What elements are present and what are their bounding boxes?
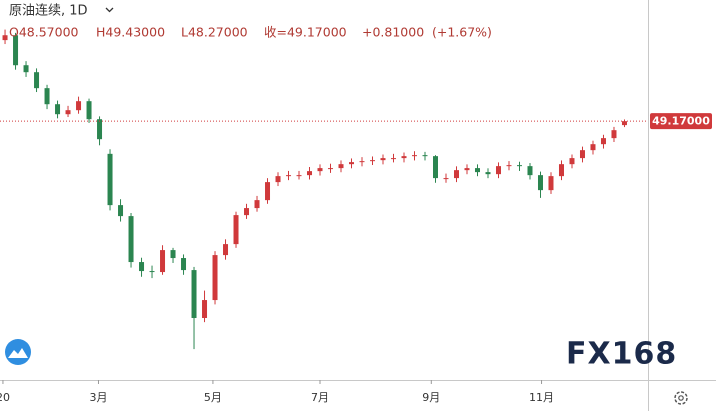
candle-body (422, 155, 428, 157)
candle-body (65, 110, 71, 115)
candle-body (233, 215, 239, 245)
candle-body (506, 165, 512, 167)
candle-body (590, 144, 596, 151)
candle-body (13, 35, 19, 66)
candle-body (349, 162, 355, 165)
candle-body (286, 175, 292, 177)
candle-body (569, 158, 575, 165)
candle-body (149, 271, 155, 273)
candle-body (453, 170, 459, 179)
candle-body (202, 300, 208, 319)
candle-body (485, 172, 491, 175)
candle-body (107, 153, 113, 206)
ohlc-change: +0.81000 (362, 25, 424, 40)
candle-body (464, 168, 470, 171)
candle-body (212, 255, 218, 301)
candle-body (296, 175, 302, 177)
candle-body (34, 72, 40, 89)
ohlc-high: H49.43000 (96, 25, 165, 40)
candle-body (328, 168, 334, 170)
ohlc-open: O48.57000 (9, 25, 79, 40)
x-tick-label: 7月 (311, 391, 329, 404)
candle-body (265, 182, 271, 201)
settings-icon[interactable] (674, 391, 688, 405)
candle-body (97, 119, 103, 140)
candle-body (317, 168, 323, 172)
candle-body (548, 176, 554, 191)
candle-body (338, 164, 344, 169)
candle-body (611, 130, 617, 139)
x-tick-label: 11月 (529, 391, 554, 404)
x-tick-label: 9月 (422, 391, 440, 404)
ohlc-close: 收=49.17000 (264, 25, 347, 40)
ohlc-change-pct: (+1.67%) (432, 25, 492, 40)
candle-body (516, 165, 522, 167)
candle-body (128, 216, 134, 263)
last-price-box (650, 113, 712, 130)
symbol-title[interactable]: 原油连续, 1D (9, 3, 88, 19)
candle-body (181, 258, 187, 271)
candle-body (254, 200, 260, 209)
candle-body (380, 158, 386, 161)
candle-body (275, 176, 281, 183)
x-tick-label: 3月 (89, 391, 107, 404)
candle-body (443, 178, 449, 180)
candle-body (244, 208, 250, 216)
candle-body (412, 155, 418, 157)
candle-body (391, 158, 397, 160)
watermark-icon (5, 339, 31, 365)
candle-body (401, 156, 407, 159)
candle-body (307, 171, 313, 176)
candle-body (370, 160, 376, 162)
candle-body (76, 101, 82, 111)
candle-body (191, 270, 197, 319)
interval-chevron[interactable] (105, 7, 114, 13)
candle-body (86, 101, 92, 120)
candle-body (359, 161, 365, 163)
candle-body (160, 250, 166, 273)
candle-body (139, 262, 145, 272)
candle-body (2, 35, 8, 41)
x-tick-label: 5月 (204, 391, 222, 404)
candle-body (223, 244, 229, 256)
candle-body (170, 250, 176, 259)
candle-body (44, 88, 50, 105)
candle-body (621, 121, 627, 126)
logo: FX168 (566, 337, 677, 372)
candle-body (23, 65, 29, 73)
candle-body (55, 104, 61, 115)
x-tick-label: 20 (0, 391, 10, 404)
candle-body (118, 205, 124, 217)
candle-body (495, 166, 501, 175)
plot (2, 29, 627, 350)
ohlc-low: L48.27000 (181, 25, 248, 40)
candle-body (558, 164, 564, 177)
candle-body (474, 168, 480, 173)
last-price-label: 49.17000 (652, 115, 710, 128)
candle-body (537, 175, 543, 191)
candle-body (600, 138, 606, 145)
candle-body (527, 166, 533, 176)
candle-body (432, 156, 438, 179)
candle-body (579, 150, 585, 159)
